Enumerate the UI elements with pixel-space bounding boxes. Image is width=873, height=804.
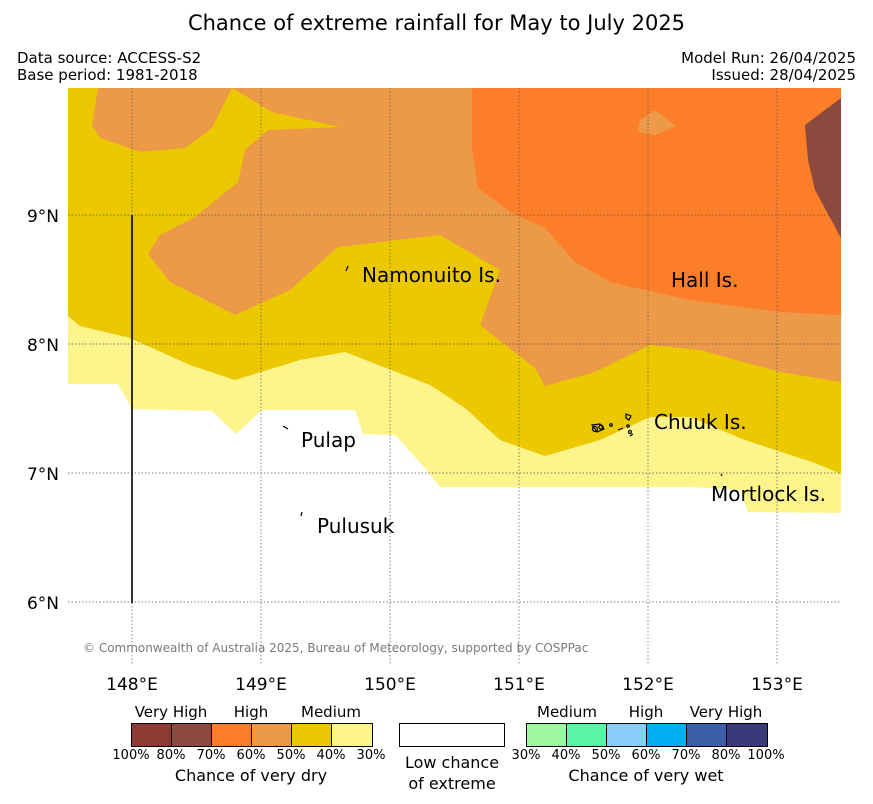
- lat-label: 6°N: [27, 594, 59, 614]
- place-labels: Namonuito Is. Hall Is. Chuuk Is. Pulap P…: [301, 263, 826, 538]
- legend-wet-caption: Chance of very wet: [568, 766, 724, 785]
- legend-dry-tick: 40%: [316, 748, 346, 763]
- namonuito-island: [345, 265, 349, 272]
- lon-label: 148°E: [106, 675, 158, 695]
- legend-dry-tick: 80%: [156, 748, 186, 763]
- legend-wet-tick: 80%: [711, 748, 741, 763]
- legend-wet-tick: 30%: [511, 748, 541, 763]
- legend-dry-tick: 70%: [196, 748, 226, 763]
- legend-low-caption: Low chance of extreme: [389, 752, 515, 794]
- lon-label: 149°E: [235, 675, 287, 695]
- legend-wet-colorbar: [526, 723, 768, 747]
- legend-wet-tick: 70%: [671, 748, 701, 763]
- legend-wet-tick: 40%: [551, 748, 581, 763]
- place-label-chuuk: Chuuk Is.: [654, 410, 747, 434]
- map-area: [68, 88, 841, 665]
- swatch-wet-30-40: [527, 724, 567, 746]
- legend-low-caption-line1: Low chance: [404, 753, 500, 772]
- lon-label: 152°E: [622, 675, 674, 695]
- swatch-wet-80-100: [727, 724, 767, 746]
- lat-axis: 9°N 8°N 7°N 6°N: [27, 207, 59, 614]
- legend-wet-high: High: [628, 703, 664, 721]
- lon-axis: 148°E 149°E 150°E 151°E 152°E 153°E: [106, 675, 803, 695]
- legend-dry-very-high: Very High: [134, 703, 208, 721]
- swatch-dry-70-60: [212, 724, 252, 746]
- issued-text: Issued: 28/04/2025: [711, 66, 856, 84]
- legend-dry-medium: Medium: [301, 703, 361, 721]
- legend-wet-medium: Medium: [537, 703, 597, 721]
- data-source-text: Data source: ACCESS-S2: [17, 49, 202, 67]
- lon-label: 150°E: [364, 675, 416, 695]
- zone-high-light-west: [92, 88, 232, 152]
- copyright-text: © Commonwealth of Australia 2025, Bureau…: [83, 641, 588, 655]
- pulap-island: [282, 425, 289, 430]
- legend-dry-tick: 30%: [356, 748, 386, 763]
- legend-low-swatch: [399, 723, 505, 747]
- zone-high-light-patch: [638, 110, 676, 135]
- swatch-dry-50-40: [292, 724, 332, 746]
- swatch-wet-40-50: [567, 724, 607, 746]
- place-label-pulap: Pulap: [301, 428, 356, 452]
- header-right: Model Run: 26/04/2025 Issued: 28/04/2025: [681, 50, 856, 84]
- legend-dry-tick: 60%: [236, 748, 266, 763]
- legend-wet-tick: 60%: [631, 748, 661, 763]
- swatch-wet-50-60: [607, 724, 647, 746]
- legend-dry-high: High: [233, 703, 269, 721]
- lat-label: 8°N: [27, 336, 59, 356]
- legend-wet-tick: 100%: [747, 748, 785, 763]
- base-period-text: Base period: 1981-2018: [17, 66, 198, 84]
- mortlock-island: [720, 473, 723, 477]
- legend-dry-caption: Chance of very dry: [174, 766, 328, 785]
- place-label-namonuito: Namonuito Is.: [362, 263, 501, 287]
- legend-dry-tick: 50%: [276, 748, 306, 763]
- swatch-dry-40-30: [332, 724, 372, 746]
- place-label-mortlock: Mortlock Is.: [711, 482, 826, 506]
- pulusuk-island: [300, 511, 303, 517]
- legend-wet-very-high: Very High: [689, 703, 763, 721]
- swatch-dry-100-80: [132, 724, 172, 746]
- island-outlines: [282, 265, 723, 517]
- place-label-pulusuk: Pulusuk: [317, 514, 395, 538]
- swatch-dry-60-50: [252, 724, 292, 746]
- page-title: Chance of extreme rainfall for May to Ju…: [187, 11, 686, 35]
- lat-label: 9°N: [27, 207, 59, 227]
- legend-dry-tick: 100%: [112, 748, 150, 763]
- swatch-wet-70-80: [687, 724, 727, 746]
- zone-high-orange: [472, 88, 841, 315]
- swatch-wet-60-70: [647, 724, 687, 746]
- lon-label: 153°E: [751, 675, 803, 695]
- legend-low-caption-line2: of extreme: [408, 774, 496, 793]
- legend-dry-colorbar: [131, 723, 373, 747]
- lon-label: 151°E: [493, 675, 545, 695]
- header-left: Data source: ACCESS-S2 Base period: 1981…: [17, 50, 201, 84]
- chuuk-islands: [590, 413, 634, 437]
- model-run-text: Model Run: 26/04/2025: [681, 49, 856, 67]
- place-label-hall: Hall Is.: [671, 268, 738, 292]
- legend-wet-tick: 50%: [591, 748, 621, 763]
- lat-label: 7°N: [27, 465, 59, 485]
- zone-very-high: [805, 98, 841, 238]
- swatch-dry-80-70: [172, 724, 212, 746]
